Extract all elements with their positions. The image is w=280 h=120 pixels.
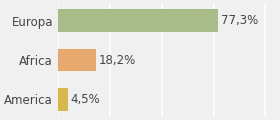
Text: 77,3%: 77,3%: [221, 14, 258, 27]
Bar: [59, 88, 68, 111]
Bar: [59, 9, 218, 32]
Text: 4,5%: 4,5%: [70, 93, 100, 106]
Text: 18,2%: 18,2%: [99, 54, 136, 66]
Bar: [59, 49, 96, 71]
